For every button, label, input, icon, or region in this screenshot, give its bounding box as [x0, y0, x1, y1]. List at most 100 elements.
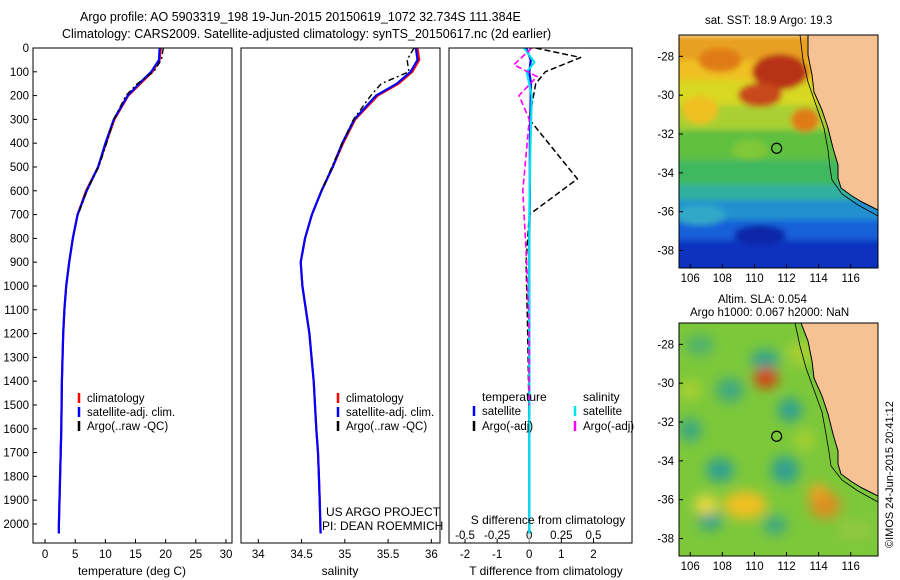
y-tick-label: -36: [657, 207, 674, 219]
x-tick-label: 20: [159, 549, 172, 561]
x-tick-label: 2: [590, 549, 596, 561]
legend-label: Argo(..raw -QC): [87, 421, 168, 433]
y-tick-label: 1700: [3, 448, 29, 460]
difference-profile-panel: -2 -1 0 1 2 -0.5 -0.25 0 0.25 0.5 T difference f…: [448, 47, 634, 578]
salinity-x-ticks: 34 34.5 35 35.5 36: [252, 539, 438, 561]
sst-band: [679, 185, 878, 204]
y-tick-label: 1100: [4, 305, 29, 317]
y-tick-label: 1400: [3, 376, 29, 388]
sla-eddy: [686, 335, 714, 355]
x-tick-label: 112: [777, 561, 795, 573]
sla-map-panel: Altim. SLA: 0.054 Argo h1000: 0.067 h200…: [657, 294, 879, 573]
argo-float-marker: [771, 142, 783, 154]
y-tick-label: 1800: [3, 471, 29, 483]
x2-tick-label: 0.5: [585, 530, 601, 542]
y-tick-label: 600: [10, 186, 29, 198]
x2-tick-label: 0.25: [550, 530, 572, 542]
x-tick-label: 34: [252, 549, 265, 561]
y-tick-label: -28: [657, 339, 674, 351]
legend-label: satellite-adj. clim.: [346, 407, 434, 419]
y-tick-label: 700: [10, 210, 29, 222]
y-tick-label: 200: [10, 91, 29, 103]
x-tick-label: 30: [220, 549, 233, 561]
difference-x-label: T difference from climatology: [469, 564, 623, 578]
y-tick-label: 1000: [3, 281, 29, 293]
y-tick-label: 900: [10, 257, 29, 269]
sla-eddy: [679, 380, 702, 400]
sla-eddy: [679, 418, 702, 442]
y-tick-label: -36: [657, 495, 674, 507]
x-tick-label: 106: [681, 561, 700, 573]
x-tick-label: 116: [842, 273, 860, 285]
salinity-axes-frame: [240, 47, 441, 544]
title-line-1: Argo profile: AO 5903319_198 19-Jun-2015…: [80, 10, 521, 24]
y-tick-label: -32: [657, 129, 674, 141]
sla-eddy: [754, 368, 778, 388]
temperature-x-ticks: 0 5 10 15 20 25 30: [42, 539, 233, 561]
temperature-legend: climatology satellite-adj. clim. Argo(..ra…: [77, 393, 175, 433]
land-mass: [808, 35, 878, 210]
x-tick-label: 10: [99, 549, 112, 561]
y-tick-label: -38: [657, 534, 674, 546]
x2-tick-label: -0.25: [484, 530, 510, 542]
y-tick-label: -28: [657, 51, 674, 63]
legend-salinity-header: salinity: [583, 390, 620, 404]
x-tick-label: 1: [558, 549, 564, 561]
sst-patch: [682, 96, 718, 124]
difference-x-ticks: -2 -1 0 1 2: [460, 539, 597, 561]
y-tick-label: 2000: [3, 519, 29, 531]
y-tick-label: 800: [10, 233, 29, 245]
sla-eddy: [694, 495, 718, 515]
y-tick-label: 100: [10, 67, 29, 79]
legend-label: climatology: [87, 393, 145, 405]
project-annotation-line-2: PI: DEAN ROEMMICH: [322, 519, 443, 533]
series-line-1: [57, 48, 162, 534]
difference-x2-label: S difference from climatology: [471, 513, 626, 527]
shelf-contour: [794, 323, 878, 503]
x-tick-label: 116: [842, 561, 860, 573]
sla-eddy: [716, 378, 744, 402]
y-tick-label: 1300: [3, 352, 29, 364]
imos-credit: ©IMOS 24-Jun-2015 20:41:12: [884, 401, 896, 548]
sla-map-y-ticks: -28 -30 -32 -34 -36 -38: [657, 339, 683, 546]
y-tick-label: 1600: [3, 424, 29, 436]
sla-eddy: [795, 430, 815, 450]
y-tick-label: 300: [10, 114, 29, 126]
y-tick-label: -32: [657, 417, 674, 429]
sst-patch: [791, 108, 819, 132]
sst-map-frame: [678, 34, 879, 269]
sst-patch: [698, 48, 742, 72]
y-tick-label: -30: [657, 90, 674, 102]
x-tick-label: 112: [777, 273, 795, 285]
project-annotation-line-1: US ARGO PROJECT: [326, 505, 441, 519]
legend-label: satellite-adj. clim.: [87, 407, 175, 419]
legend-label: climatology: [346, 393, 404, 405]
diff-series-line-3: [523, 48, 536, 534]
x-tick-label: -1: [492, 549, 502, 561]
x-tick-label: 0: [526, 549, 532, 561]
sla-eddy: [723, 491, 767, 519]
title-line-2: Climatology: CARS2009. Satellite-adjuste…: [62, 27, 551, 41]
x2-tick-label: -0.5: [455, 530, 475, 542]
sla-eddies: [679, 335, 873, 542]
difference-top-x-ticks: -0.5-0.2500.250.5: [455, 530, 601, 542]
series-line-3: [320, 48, 415, 192]
temperature-x-label: temperature (deg C): [78, 564, 186, 578]
sst-patch: [738, 83, 782, 107]
sla-eddy: [698, 510, 722, 530]
sst-map-x-ticks: 106 108 110 112 114 116: [681, 264, 860, 285]
legend-label: satellite: [482, 406, 521, 418]
diff-series-line-2: [525, 48, 582, 534]
y-tick-label: -34: [657, 168, 674, 180]
y-tick-label: -38: [657, 246, 674, 258]
sla-eddy: [763, 515, 787, 535]
x-tick-label: 0: [42, 549, 48, 561]
legend-temperature-header: temperature: [482, 390, 547, 404]
salinity-x-label: salinity: [322, 564, 359, 578]
x-tick-label: 5: [72, 549, 78, 561]
x-tick-label: 35: [338, 549, 351, 561]
legend-label: Argo(-adj): [482, 421, 533, 433]
x-tick-label: 36: [425, 549, 438, 561]
y-tick-label: -34: [657, 456, 674, 468]
